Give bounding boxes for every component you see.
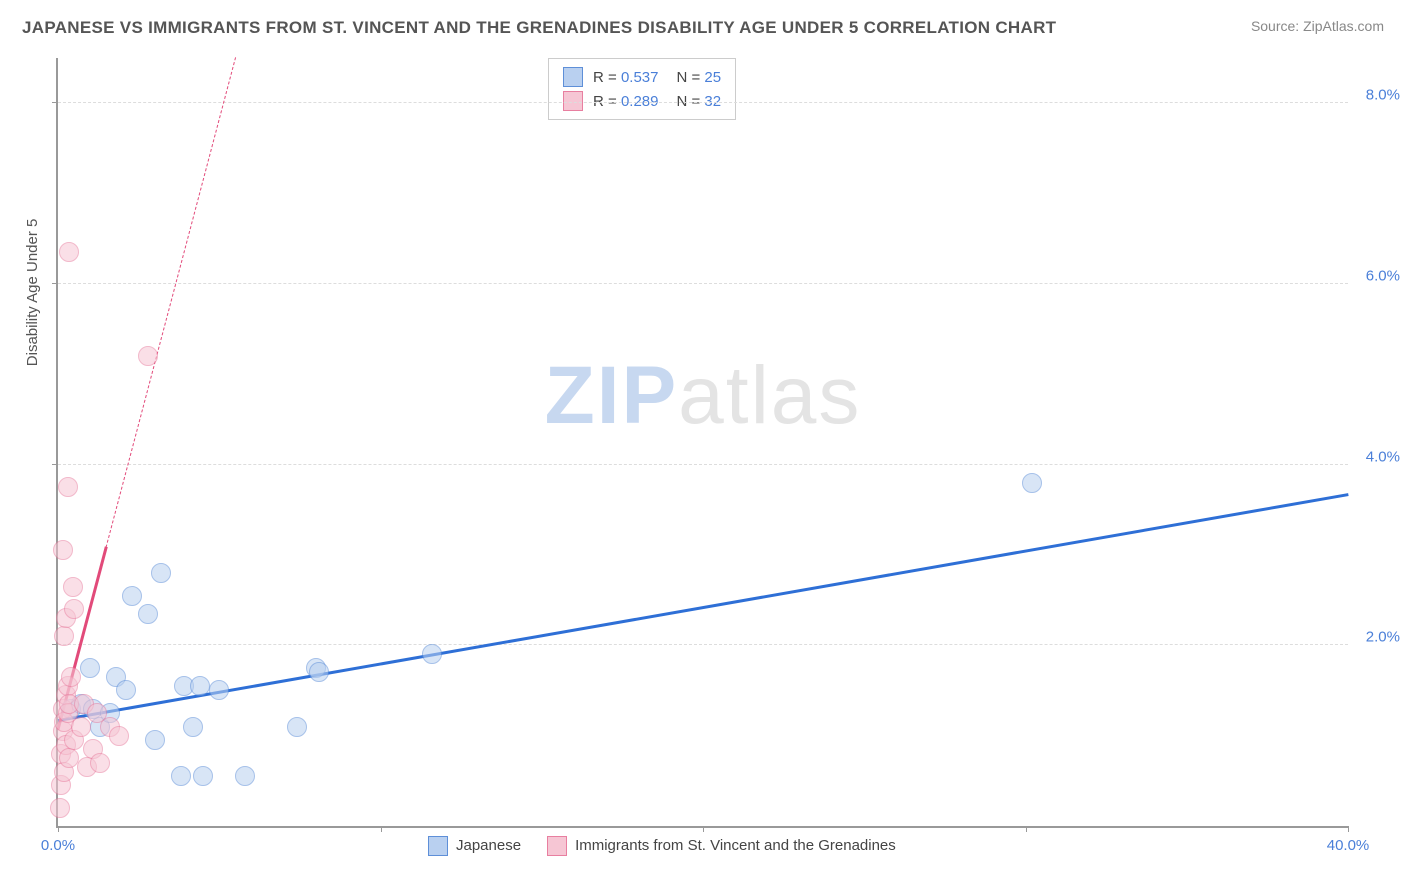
data-point [53, 540, 73, 560]
legend-row: R = 0.537 N = 25 [563, 65, 721, 89]
legend-swatch-blue [563, 67, 583, 87]
data-point [71, 717, 91, 737]
x-tick-label: 40.0% [1327, 837, 1370, 854]
legend-swatch-pink [547, 836, 567, 856]
data-point [59, 242, 79, 262]
x-tick-label: 0.0% [41, 837, 75, 854]
data-point [109, 726, 129, 746]
data-point [138, 346, 158, 366]
data-point [63, 577, 83, 597]
chart-title: JAPANESE VS IMMIGRANTS FROM ST. VINCENT … [22, 18, 1056, 38]
data-point [235, 766, 255, 786]
data-point [183, 717, 203, 737]
data-point [287, 717, 307, 737]
data-point [90, 753, 110, 773]
data-point [116, 680, 136, 700]
legend-item: Japanese [428, 836, 521, 856]
source-label: Source: ZipAtlas.com [1251, 18, 1384, 34]
gridline-h [58, 102, 1348, 103]
data-point [1022, 473, 1042, 493]
legend-row: R = 0.289 N = 32 [563, 89, 721, 113]
data-point [58, 477, 78, 497]
data-point [422, 644, 442, 664]
header: JAPANESE VS IMMIGRANTS FROM ST. VINCENT … [0, 0, 1406, 38]
trend-line [58, 493, 1349, 722]
watermark: ZIPatlas [545, 349, 862, 443]
data-point [54, 626, 74, 646]
data-point [61, 667, 81, 687]
data-point [145, 730, 165, 750]
y-tick-label: 4.0% [1366, 448, 1400, 465]
trend-line [106, 57, 237, 547]
gridline-h [58, 644, 1348, 645]
data-point [209, 680, 229, 700]
data-point [122, 586, 142, 606]
watermark-part2: atlas [678, 350, 861, 441]
data-point [80, 658, 100, 678]
data-point [171, 766, 191, 786]
data-point [50, 798, 70, 818]
gridline-h [58, 464, 1348, 465]
watermark-part1: ZIP [545, 350, 679, 441]
y-tick-label: 2.0% [1366, 629, 1400, 646]
gridline-h [58, 283, 1348, 284]
legend-series: Japanese Immigrants from St. Vincent and… [428, 836, 896, 856]
y-axis-label: Disability Age Under 5 [24, 219, 41, 367]
legend-swatch-pink [563, 91, 583, 111]
scatter-chart: ZIPatlas R = 0.537 N = 25 R = 0.289 N = … [56, 58, 1348, 828]
data-point [309, 662, 329, 682]
legend-swatch-blue [428, 836, 448, 856]
legend-correlation: R = 0.537 N = 25 R = 0.289 N = 32 [548, 58, 736, 120]
data-point [190, 676, 210, 696]
data-point [193, 766, 213, 786]
y-tick-label: 8.0% [1366, 87, 1400, 104]
data-point [64, 599, 84, 619]
data-point [151, 563, 171, 583]
data-point [138, 604, 158, 624]
y-tick-label: 6.0% [1366, 267, 1400, 284]
legend-item: Immigrants from St. Vincent and the Gren… [547, 836, 896, 856]
